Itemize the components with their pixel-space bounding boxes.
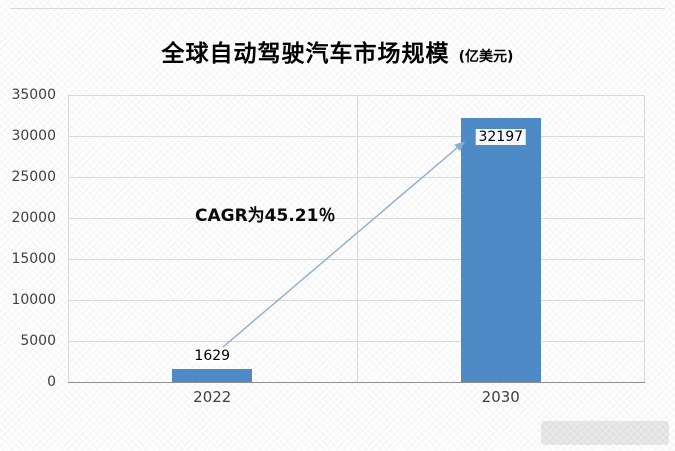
y-tick-label: 20000 [11, 210, 56, 226]
chart-title: 全球自动驾驶汽车市场规模 (亿美元) [0, 34, 675, 68]
x-axis: 2022 2030 [68, 388, 645, 412]
bar-2030 [460, 118, 541, 382]
gridline [68, 95, 645, 96]
gridline [68, 218, 645, 219]
gridline [68, 136, 645, 137]
bar-2022 [172, 368, 253, 382]
chart-title-unit: (亿美元) [458, 49, 514, 65]
gridline [68, 177, 645, 178]
cagr-annotation: CAGR为45.21％ [195, 206, 336, 226]
plot-area: CAGR为45.21％ 1629 32197 [68, 95, 645, 383]
data-label-2022: 1629 [191, 347, 234, 364]
y-tick-label: 25000 [11, 169, 56, 185]
gridline [68, 259, 645, 260]
watermark-logo [541, 421, 669, 445]
y-tick-label: 5000 [20, 333, 56, 349]
gridline [68, 300, 645, 301]
x-tick-label-2022: 2022 [193, 388, 232, 406]
plot-left-border [68, 95, 69, 382]
y-tick-label: 10000 [11, 292, 56, 308]
top-border-line [10, 8, 665, 9]
y-tick-label: 30000 [11, 128, 56, 144]
y-tick-label: 0 [47, 374, 56, 390]
plot-right-border [644, 95, 645, 382]
y-tick-label: 15000 [11, 251, 56, 267]
x-tick-label-2030: 2030 [481, 388, 520, 406]
gridline [68, 341, 645, 342]
chart-title-text: 全球自动驾驶汽车市场规模 [161, 41, 450, 67]
y-axis: 0 5000 10000 15000 20000 25000 30000 35000 [0, 87, 62, 390]
vertical-gridline [356, 95, 358, 382]
data-label-2030: 32197 [475, 129, 527, 145]
y-tick-label: 35000 [11, 87, 56, 103]
